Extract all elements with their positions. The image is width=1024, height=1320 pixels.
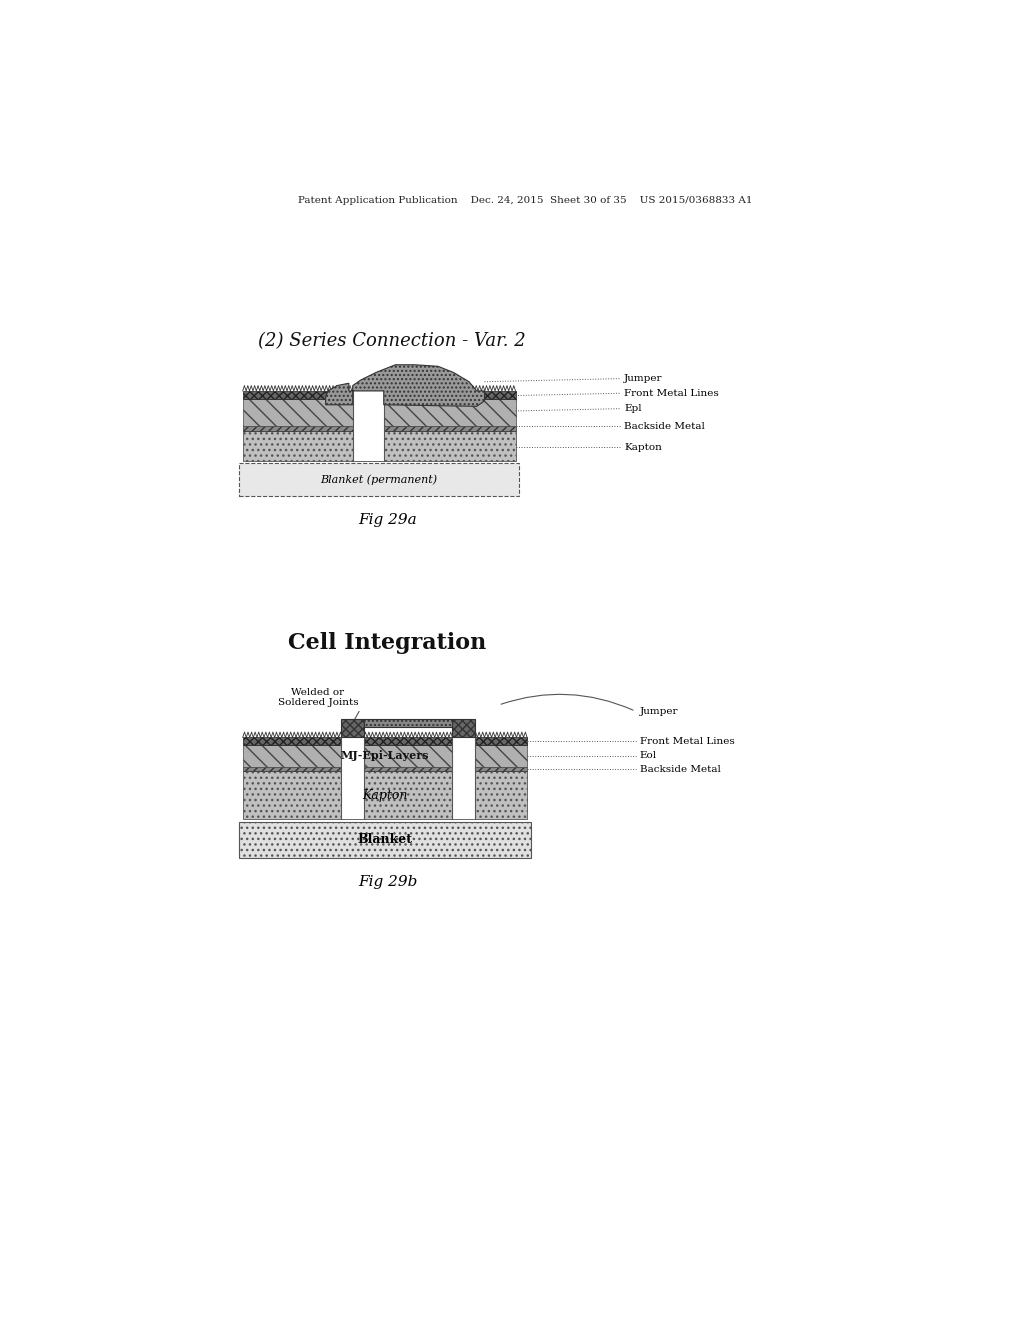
Bar bbox=[243, 744, 527, 767]
Text: Blanket (permanent): Blanket (permanent) bbox=[321, 474, 437, 484]
Text: Patent Application Publication    Dec. 24, 2015  Sheet 30 of 35    US 2015/03688: Patent Application Publication Dec. 24, … bbox=[298, 197, 752, 205]
Text: Fig 29b: Fig 29b bbox=[358, 875, 418, 890]
Text: (2) Series Connection - Var. 2: (2) Series Connection - Var. 2 bbox=[258, 331, 526, 350]
Text: Jumper: Jumper bbox=[624, 374, 663, 383]
Bar bbox=[243, 767, 527, 771]
Bar bbox=[243, 391, 515, 399]
Text: Front Metal Lines: Front Metal Lines bbox=[640, 737, 734, 746]
Text: Welded or
Soldered Joints: Welded or Soldered Joints bbox=[278, 688, 358, 708]
Text: Fig 29a: Fig 29a bbox=[358, 513, 417, 527]
Bar bbox=[452, 738, 475, 818]
Bar bbox=[239, 822, 531, 858]
Bar bbox=[243, 738, 527, 744]
Text: Front Metal Lines: Front Metal Lines bbox=[624, 389, 719, 397]
Bar bbox=[365, 719, 452, 726]
Text: MJ-Epi-Layers: MJ-Epi-Layers bbox=[341, 750, 429, 762]
Text: Eol: Eol bbox=[640, 751, 656, 760]
Text: Epl: Epl bbox=[624, 404, 642, 413]
Bar bbox=[239, 463, 519, 496]
Text: Backside Metal: Backside Metal bbox=[624, 422, 705, 430]
Bar bbox=[341, 738, 365, 818]
Bar bbox=[243, 399, 515, 426]
Bar bbox=[243, 430, 515, 461]
Bar bbox=[352, 391, 384, 461]
Text: Blanket: Blanket bbox=[357, 833, 413, 846]
Bar bbox=[243, 771, 527, 818]
Bar bbox=[243, 426, 515, 430]
Text: Jumper: Jumper bbox=[640, 706, 678, 715]
Text: Kapton: Kapton bbox=[362, 788, 408, 801]
Text: Cell Integration: Cell Integration bbox=[289, 632, 486, 655]
Text: Backside Metal: Backside Metal bbox=[640, 764, 720, 774]
Text: Kapton: Kapton bbox=[624, 442, 662, 451]
Polygon shape bbox=[326, 364, 484, 407]
Bar bbox=[341, 719, 365, 738]
Bar bbox=[452, 719, 475, 738]
